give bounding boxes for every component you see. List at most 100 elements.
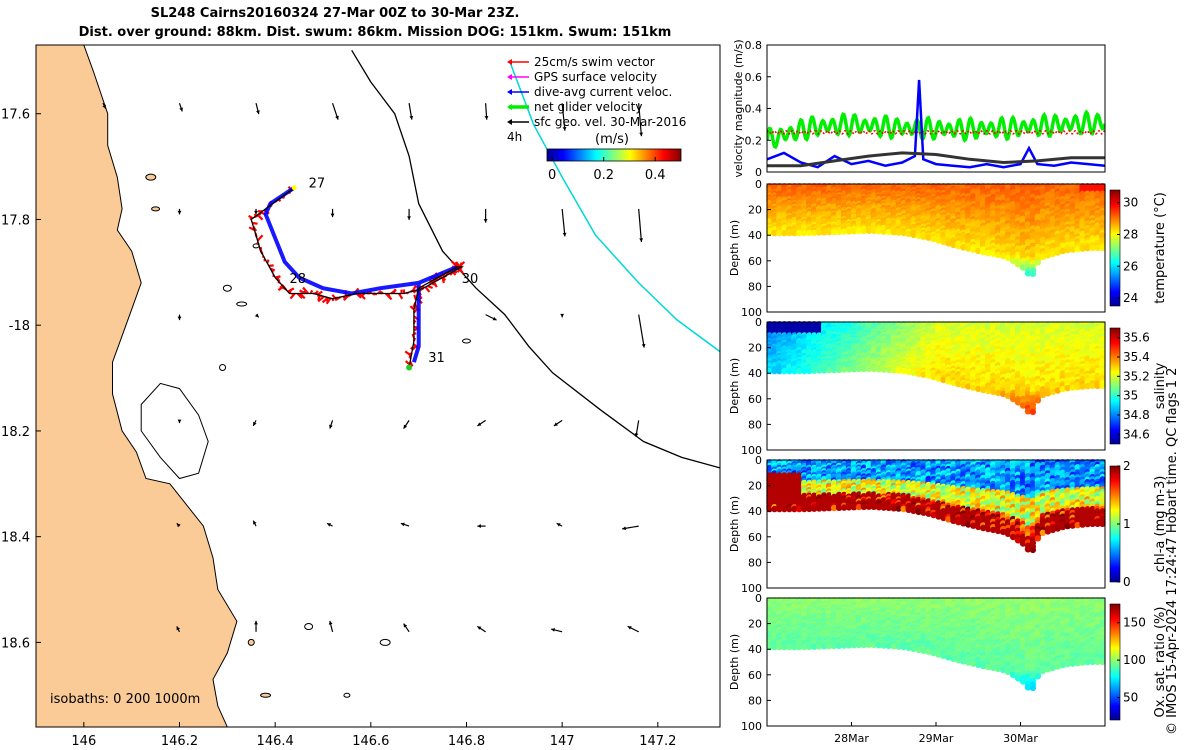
speed-colorbar bbox=[546, 148, 682, 162]
swim-vector bbox=[299, 292, 306, 300]
geo-vector-head bbox=[639, 238, 644, 242]
map-x-tick-label: 147 bbox=[550, 734, 575, 749]
legend-entry: dive-avg current veloc. bbox=[534, 85, 672, 99]
profile-sample bbox=[850, 228, 858, 235]
geo-vector-head bbox=[254, 620, 258, 625]
geo-vector-head bbox=[400, 522, 405, 527]
track-end-marker bbox=[406, 364, 413, 371]
geo-vector-head bbox=[627, 626, 632, 630]
geo-vector-head bbox=[477, 422, 482, 426]
velocity-series-swim bbox=[767, 129, 1105, 135]
profile-sample bbox=[905, 230, 912, 237]
swim-vector bbox=[398, 292, 404, 300]
profile-y-label: Depth (m) bbox=[728, 358, 741, 414]
profile-sample bbox=[786, 229, 793, 237]
day-label: 31 bbox=[428, 351, 445, 366]
swim-vector bbox=[454, 261, 458, 268]
geo-vector-head bbox=[179, 107, 183, 112]
colorbar-tick-label: 35 bbox=[1123, 389, 1138, 403]
geo-vector-head bbox=[562, 232, 567, 237]
legend-entry: GPS surface velocity bbox=[534, 70, 657, 84]
chart-title-line2: Dist. over ground: 88km. Dist. swum: 86k… bbox=[78, 25, 672, 40]
colorbar-tick-label: 34.6 bbox=[1123, 427, 1150, 441]
legend-swatch-head bbox=[507, 104, 512, 110]
map-frame bbox=[35, 44, 721, 728]
profile-sample bbox=[796, 229, 803, 237]
geo-vector-head bbox=[253, 520, 257, 525]
geo-vector-head bbox=[177, 316, 182, 321]
map-y-tick-label: -18 bbox=[9, 319, 30, 334]
swim-vector bbox=[427, 284, 434, 290]
colorbar-tick-label: 35.2 bbox=[1123, 369, 1150, 383]
inlet-water bbox=[140, 382, 209, 480]
profile-sample bbox=[895, 229, 902, 236]
swim-vector bbox=[288, 288, 293, 294]
profile-sample bbox=[821, 229, 828, 236]
geo-vector-head bbox=[492, 316, 497, 321]
current-velocity-trace bbox=[263, 186, 458, 363]
swim-vector bbox=[402, 289, 406, 294]
velocity-y-label: velocity magnitude (m/s) bbox=[732, 39, 745, 177]
swim-vector bbox=[325, 297, 332, 305]
day-label: 27 bbox=[309, 177, 326, 192]
swim-vector bbox=[256, 234, 264, 242]
colorbar-tick-label: 34.8 bbox=[1123, 408, 1150, 422]
reef-island bbox=[222, 284, 232, 292]
profile-y-tick-label: 80 bbox=[748, 280, 762, 293]
geo-vector-head bbox=[403, 623, 408, 628]
profile-sample bbox=[801, 229, 808, 237]
map-y-tick-label: 17.8 bbox=[1, 213, 30, 228]
profile-y-tick-label: 80 bbox=[748, 418, 762, 431]
geo-velocity-vector bbox=[561, 103, 566, 131]
swim-vector bbox=[452, 271, 457, 276]
profile-sample bbox=[806, 229, 813, 237]
map-x-tick-label: 146 bbox=[71, 734, 96, 749]
reef-island bbox=[304, 623, 314, 631]
geo-vector-head bbox=[328, 620, 333, 625]
profile-y-tick-label: 20 bbox=[748, 342, 762, 355]
geo-vector-head bbox=[551, 628, 556, 632]
profile-sample bbox=[1034, 259, 1042, 266]
profile-sample bbox=[811, 229, 818, 236]
velocity-frame bbox=[766, 44, 1106, 173]
swim-vector bbox=[321, 296, 330, 304]
swim-vector bbox=[404, 360, 411, 366]
geo-velocity-vector bbox=[638, 208, 643, 242]
profile-sample bbox=[825, 228, 833, 236]
geo-velocity-vector bbox=[561, 208, 566, 237]
glider-track bbox=[250, 187, 465, 368]
geo-vector-head bbox=[330, 213, 335, 218]
profile-y-tick-label: 40 bbox=[748, 229, 762, 242]
geo-vector-head bbox=[254, 210, 258, 215]
legend-entry: sfc geo. vel. 30-Mar-2016 bbox=[534, 115, 686, 129]
swim-vector bbox=[387, 293, 391, 299]
colorbar-tick-label: 35.6 bbox=[1123, 331, 1150, 345]
colorbar-label: temperature (°C) bbox=[1153, 192, 1168, 304]
swim-vector bbox=[317, 290, 323, 296]
isobath-legend: isobaths: 0 200 1000m bbox=[50, 692, 200, 707]
profile-y-tick-label: 60 bbox=[748, 393, 762, 406]
legend-swatch-head bbox=[507, 74, 512, 80]
profile-y-tick-label: 60 bbox=[748, 255, 762, 268]
profile-sample bbox=[835, 228, 843, 235]
reef-island bbox=[461, 338, 471, 344]
geo-vector-head bbox=[403, 424, 408, 429]
geo-vector-head bbox=[176, 626, 181, 631]
reef-island bbox=[219, 363, 227, 371]
swim-vector bbox=[409, 305, 415, 311]
swim-vector bbox=[289, 292, 296, 300]
swim-vector bbox=[433, 281, 438, 288]
geo-vector-head bbox=[639, 132, 644, 137]
swim-vector bbox=[302, 286, 309, 295]
geo-vector-head bbox=[327, 523, 332, 527]
geo-velocity-vector bbox=[638, 103, 643, 137]
profile-sample bbox=[890, 229, 897, 236]
profile-sample bbox=[781, 229, 788, 237]
